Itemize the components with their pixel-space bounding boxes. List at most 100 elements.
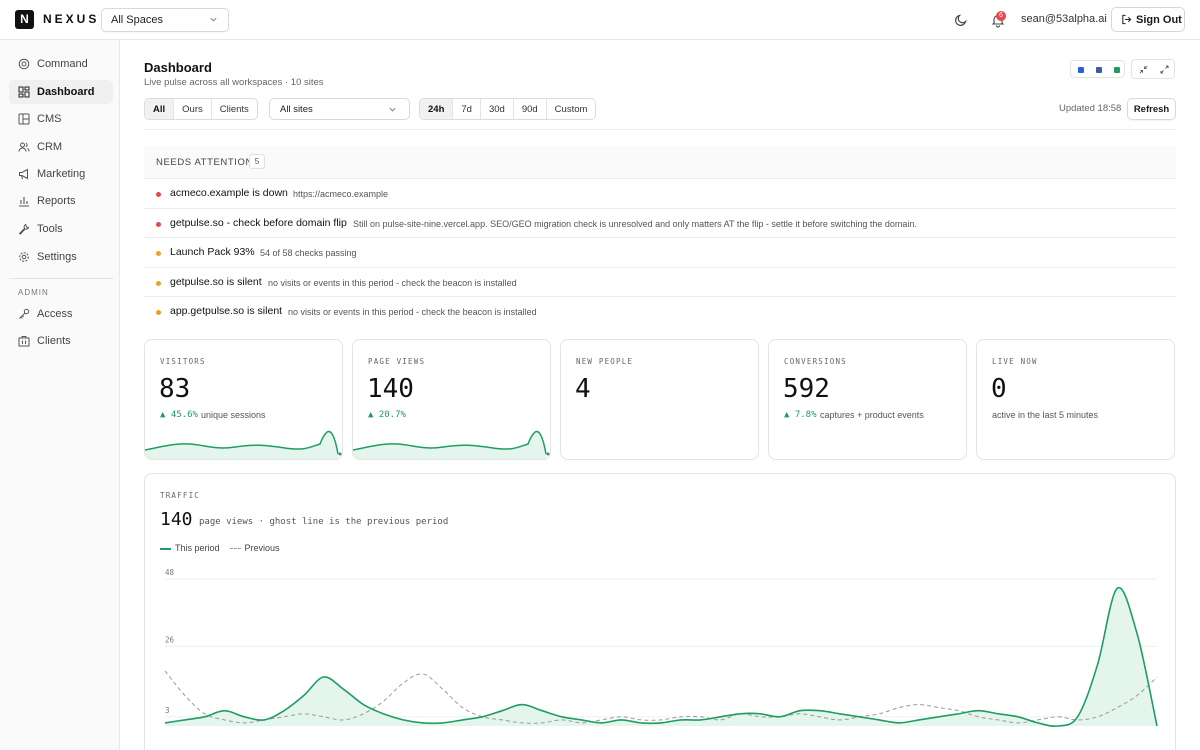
- attention-detail: no visits or events in this period - che…: [288, 307, 537, 317]
- stat-delta: ▲ 7.8%: [784, 410, 817, 420]
- stat-value: 4: [575, 374, 591, 404]
- y-tick-label: 3: [165, 706, 170, 715]
- severity-dot: [156, 192, 161, 197]
- attention-row[interactable]: getpulse.so is silent no visits or event…: [144, 267, 1176, 297]
- traffic-legend: This period Previous: [160, 543, 280, 553]
- header-divider: [144, 129, 1176, 130]
- visitors-sparkline: [145, 431, 342, 459]
- stat-card-visitors[interactable]: VISITORS 83 ▲ 45.6% unique sessions: [144, 339, 343, 460]
- expand-icon[interactable]: [1160, 65, 1169, 74]
- severity-dot: [156, 281, 161, 286]
- space-select-value: All Spaces: [111, 14, 163, 26]
- attention-detail: https://acmeco.example: [293, 189, 389, 199]
- moon-icon[interactable]: [953, 12, 969, 28]
- y-tick-label: 26: [165, 635, 175, 644]
- sign-out-icon: [1122, 14, 1132, 25]
- layout-icon: [18, 113, 30, 125]
- sign-out-button[interactable]: Sign Out: [1111, 7, 1185, 32]
- sidebar-item-label: Reports: [37, 195, 76, 207]
- space-select[interactable]: All Spaces: [101, 8, 229, 32]
- sidebar-item-label: Clients: [37, 335, 71, 347]
- stat-card-conversions[interactable]: CONVERSIONS 592 ▲ 7.8% captures + produc…: [768, 339, 967, 460]
- chevron-down-icon: [389, 107, 396, 112]
- color-switcher[interactable]: [1070, 60, 1125, 78]
- attention-title: acmeco.example is down: [170, 187, 288, 199]
- needs-attention-header: NEEDS ATTENTION 5: [144, 146, 1176, 178]
- attention-row[interactable]: Launch Pack 93% 54 of 58 checks passing: [144, 237, 1176, 267]
- stat-card-new-people[interactable]: NEW PEOPLE 4: [560, 339, 759, 460]
- severity-dot: [156, 251, 161, 256]
- logo-text[interactable]: NEXUS: [43, 12, 100, 26]
- traffic-label: TRAFFIC: [160, 491, 201, 500]
- sidebar-item-command[interactable]: Command: [9, 52, 113, 76]
- sidebar-item-reports[interactable]: Reports: [9, 189, 113, 213]
- severity-dot: [156, 222, 161, 227]
- legend-current: This period: [175, 543, 220, 553]
- chevron-down-icon: [210, 17, 217, 22]
- sidebar-item-dashboard[interactable]: Dashboard: [9, 80, 113, 104]
- needs-attention-count: 5: [249, 154, 265, 169]
- sidebar-item-tools[interactable]: Tools: [9, 217, 113, 241]
- attention-row[interactable]: acmeco.example is down https://acmeco.ex…: [144, 178, 1176, 208]
- severity-dot: [156, 310, 161, 315]
- site-select[interactable]: All sites: [269, 98, 410, 120]
- stat-value: 592: [783, 374, 830, 404]
- site-select-value: All sites: [280, 104, 313, 115]
- key-icon: [19, 308, 30, 319]
- scope-filter-all[interactable]: All: [145, 99, 175, 119]
- page-title: Dashboard: [144, 60, 212, 75]
- sidebar-item-settings[interactable]: Settings: [9, 245, 113, 269]
- range-filter-7d[interactable]: 7d: [453, 99, 481, 119]
- logo-mark[interactable]: N: [15, 10, 34, 29]
- main-content: Dashboard Live pulse across all workspac…: [120, 40, 1200, 750]
- building-icon: [18, 336, 30, 347]
- sidebar-item-crm[interactable]: CRM: [9, 135, 113, 159]
- stat-label: CONVERSIONS: [784, 357, 847, 366]
- page-subtitle: Live pulse across all workspaces · 10 si…: [144, 77, 324, 88]
- attention-detail: no visits or events in this period - che…: [268, 278, 517, 288]
- sidebar-item-access[interactable]: Access: [9, 302, 113, 326]
- scope-filter-ours[interactable]: Ours: [174, 99, 212, 119]
- user-email[interactable]: sean@53alpha.ai: [1021, 13, 1107, 25]
- sidebar-item-label: CMS: [37, 113, 62, 125]
- attention-row[interactable]: getpulse.so - check before domain flip S…: [144, 208, 1176, 238]
- accent-swatch-green[interactable]: [1114, 67, 1120, 73]
- stat-delta: ▲ 45.6%: [160, 410, 198, 420]
- legend-swatch-previous: [229, 548, 241, 550]
- stat-card-page-views[interactable]: PAGE VIEWS 140 ▲ 20.7%: [352, 339, 551, 460]
- sidebar-item-label: Dashboard: [37, 86, 95, 98]
- accent-swatch-navy[interactable]: [1096, 67, 1102, 73]
- legend-swatch-current: [160, 547, 171, 550]
- sidebar-item-label: Tools: [37, 223, 63, 235]
- refresh-button[interactable]: Refresh: [1127, 98, 1176, 120]
- attention-detail: 54 of 58 checks passing: [260, 248, 357, 258]
- range-filter: 24h 7d 30d 90d Custom: [419, 98, 597, 120]
- sidebar-item-label: Settings: [37, 251, 77, 263]
- traffic-panel: TRAFFIC 140 page views · ghost line is t…: [144, 473, 1176, 750]
- accent-swatch-blue[interactable]: [1078, 67, 1084, 73]
- bar-chart-icon: [19, 197, 29, 207]
- megaphone-icon: [19, 168, 28, 180]
- stat-label: LIVE NOW: [992, 357, 1038, 366]
- view-controls: [1131, 59, 1175, 79]
- scope-filter-clients[interactable]: Clients: [219, 104, 249, 115]
- range-filter-90d[interactable]: 90d: [514, 99, 547, 119]
- range-filter-24h[interactable]: 24h: [420, 99, 454, 119]
- collapse-icon[interactable]: [1139, 65, 1148, 74]
- sidebar-item-clients[interactable]: Clients: [9, 329, 113, 353]
- stat-note: unique sessions: [201, 410, 266, 420]
- sidebar-item-marketing[interactable]: Marketing: [9, 162, 113, 186]
- attention-row[interactable]: app.getpulse.so is silent no visits or e…: [144, 296, 1176, 326]
- top-bar: N NEXUS All Spaces 6 sean@53alpha.ai Sig…: [0, 0, 1200, 40]
- sidebar-item-label: CRM: [37, 141, 63, 153]
- needs-attention-title: NEEDS ATTENTION: [156, 157, 253, 168]
- range-filter-30d[interactable]: 30d: [481, 99, 514, 119]
- legend-previous: Previous: [244, 543, 280, 553]
- stat-label: NEW PEOPLE: [576, 357, 634, 366]
- stat-delta: ▲ 20.7%: [368, 410, 406, 420]
- range-filter-custom[interactable]: Custom: [554, 104, 588, 115]
- grid-icon: [18, 86, 30, 98]
- stat-card-live-now[interactable]: LIVE NOW 0 active in the last 5 minutes: [976, 339, 1175, 460]
- traffic-chart: 4826319:2801:2807:2813:2818:28: [164, 568, 1158, 728]
- sidebar-item-cms[interactable]: CMS: [9, 107, 113, 131]
